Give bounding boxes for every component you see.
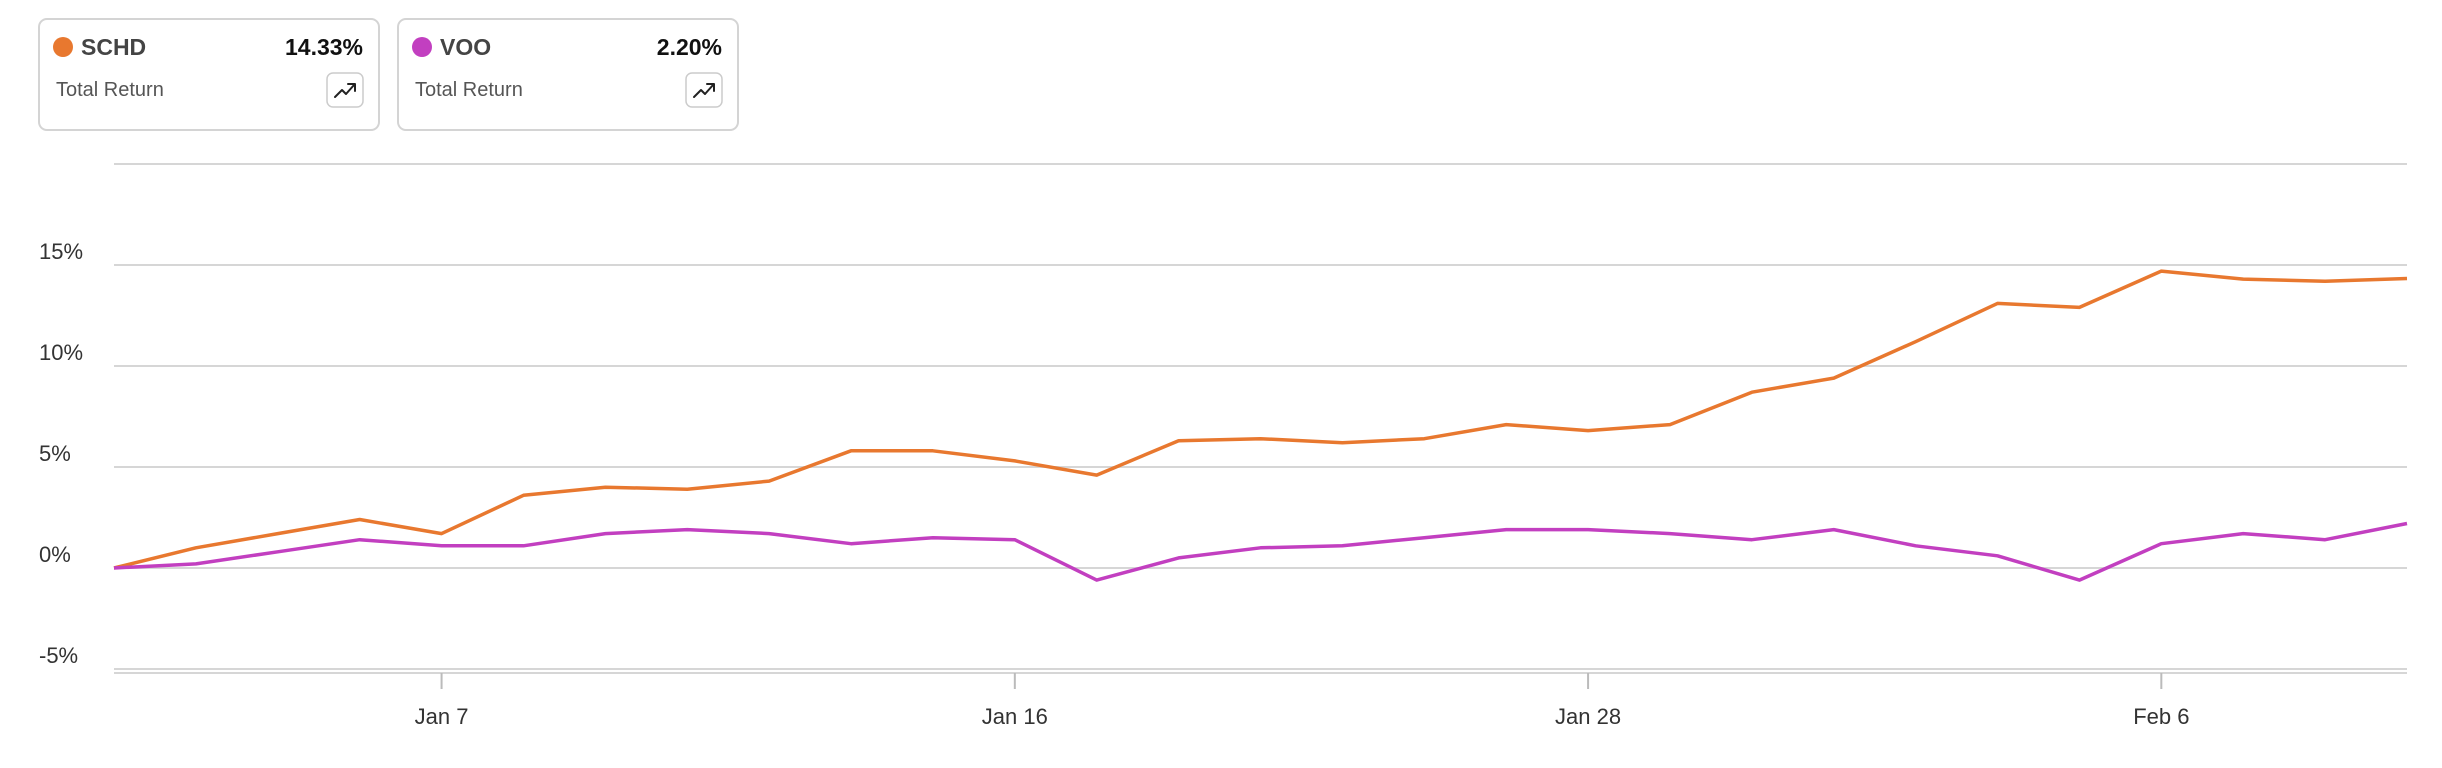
legend-card	[397, 18, 739, 131]
legend-metric: Total Return	[415, 79, 523, 101]
legend-dot	[412, 37, 432, 57]
x-tick-label: Feb 6	[2133, 704, 2189, 729]
legend-card	[38, 18, 380, 131]
chart-icon-button[interactable]	[685, 72, 723, 108]
x-tick-label: Jan 28	[1555, 704, 1621, 729]
y-tick-label: 0%	[39, 542, 71, 567]
x-tick-label: Jan 7	[415, 704, 469, 729]
legend-name: VOO	[440, 34, 491, 60]
legend-return: 14.33%	[285, 34, 363, 60]
chart-icon	[334, 83, 356, 98]
legend-name: SCHD	[81, 34, 146, 60]
y-tick-label: 5%	[39, 441, 71, 466]
legend-metric: Total Return	[56, 79, 164, 101]
chart-icon	[693, 83, 715, 98]
y-tick-label: -5%	[39, 643, 78, 668]
chart-icon-button[interactable]	[326, 72, 364, 108]
series-line	[113, 521, 2408, 582]
x-tick-label: Jan 16	[982, 704, 1048, 729]
legend-dot	[53, 37, 73, 57]
y-tick-label: 10%	[39, 340, 83, 365]
series-line	[113, 269, 2408, 570]
y-tick-label: 15%	[39, 239, 83, 264]
legend-return: 2.20%	[657, 34, 722, 60]
